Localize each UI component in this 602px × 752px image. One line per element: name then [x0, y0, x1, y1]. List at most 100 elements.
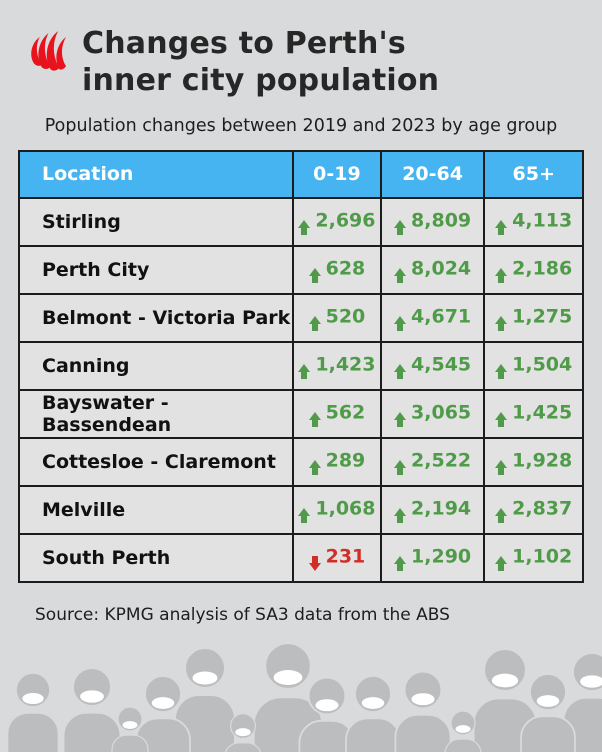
value-cell: 1,275	[483, 292, 584, 343]
location-cell: Cottesloe - Claremont	[17, 436, 295, 487]
down-arrow-icon	[308, 555, 321, 571]
value-text: 289	[325, 449, 366, 472]
value-text: 1,102	[512, 545, 573, 568]
value-cell: 2,696	[292, 196, 382, 247]
crowd-silhouette-icon	[6, 641, 602, 752]
location-cell: Canning	[17, 340, 295, 391]
value-text: 2,194	[411, 497, 472, 520]
up-arrow-icon	[394, 507, 407, 523]
location-cell: Melville	[17, 484, 295, 535]
value-cell: 2,837	[483, 484, 584, 535]
value-text: 4,113	[512, 209, 573, 232]
table-row: Stirling 2,696 8,809 4,113	[17, 196, 584, 247]
value-text: 2,696	[315, 209, 376, 232]
table-row: Cottesloe - Claremont 289 2,522 1,928	[17, 436, 584, 487]
column-header-65+: 65+	[483, 149, 584, 199]
value-cell: 3,065	[379, 388, 486, 439]
up-arrow-icon	[298, 219, 311, 235]
value-text: 1,504	[512, 353, 573, 376]
up-arrow-icon	[394, 555, 407, 571]
column-header-location: Location	[17, 149, 295, 199]
value-text: 1,423	[315, 353, 376, 376]
value-text: 2,522	[411, 449, 472, 472]
value-text: 1,068	[315, 497, 376, 520]
table-header-row: Location 0-19 20-64 65+	[17, 149, 584, 199]
value-cell: 8,809	[379, 196, 486, 247]
location-cell: Bayswater - Bassendean	[17, 388, 295, 439]
value-text: 4,671	[411, 305, 472, 328]
up-arrow-icon	[298, 507, 311, 523]
value-cell: 8,024	[379, 244, 486, 295]
table-row: Belmont - Victoria Park 520 4,671 1,275	[17, 292, 584, 343]
up-arrow-icon	[394, 459, 407, 475]
value-text: 231	[325, 545, 366, 568]
column-header-20-64: 20-64	[379, 149, 486, 199]
up-arrow-icon	[495, 267, 508, 283]
value-cell: 1,068	[292, 484, 382, 535]
up-arrow-icon	[394, 363, 407, 379]
masthead: Changes to Perth's inner city population	[0, 0, 602, 100]
value-text: 4,545	[411, 353, 472, 376]
value-cell: 4,545	[379, 340, 486, 391]
value-cell: 289	[292, 436, 382, 487]
up-arrow-icon	[495, 507, 508, 523]
location-cell: South Perth	[17, 532, 295, 583]
value-text: 8,024	[411, 257, 472, 280]
value-text: 2,837	[512, 497, 573, 520]
up-arrow-icon	[308, 411, 321, 427]
up-arrow-icon	[308, 267, 321, 283]
value-text: 1,425	[512, 401, 573, 424]
value-cell: 562	[292, 388, 382, 439]
value-cell: 1,504	[483, 340, 584, 391]
value-cell: 2,522	[379, 436, 486, 487]
value-cell: 2,194	[379, 484, 486, 535]
table-row: Perth City 628 8,024 2,186	[17, 244, 584, 295]
value-cell: 231	[292, 532, 382, 583]
location-cell: Perth City	[17, 244, 295, 295]
up-arrow-icon	[495, 219, 508, 235]
up-arrow-icon	[308, 315, 321, 331]
value-text: 1,290	[411, 545, 472, 568]
title-line-2: inner city population	[82, 62, 440, 98]
up-arrow-icon	[495, 411, 508, 427]
value-text: 520	[325, 305, 366, 328]
location-cell: Stirling	[17, 196, 295, 247]
value-text: 628	[325, 257, 366, 280]
title-line-1: Changes to Perth's	[82, 26, 406, 61]
population-table: Location 0-19 20-64 65+ Stirling 2,696 8,809 4…	[17, 149, 584, 583]
value-cell: 1,423	[292, 340, 382, 391]
up-arrow-icon	[495, 315, 508, 331]
table-body: Stirling 2,696 8,809 4,113 Perth City 628 8,02…	[17, 196, 584, 583]
value-cell: 1,928	[483, 436, 584, 487]
value-cell: 1,290	[379, 532, 486, 583]
source-text: Source: KPMG analysis of SA3 data from t…	[35, 604, 450, 625]
value-text: 8,809	[411, 209, 472, 232]
value-cell: 520	[292, 292, 382, 343]
value-text: 2,186	[512, 257, 573, 280]
up-arrow-icon	[495, 363, 508, 379]
table-row: Melville 1,068 2,194 2,837	[17, 484, 584, 535]
up-arrow-icon	[495, 555, 508, 571]
up-arrow-icon	[495, 459, 508, 475]
table-row: Canning 1,423 4,545 1,504	[17, 340, 584, 391]
up-arrow-icon	[308, 459, 321, 475]
up-arrow-icon	[394, 267, 407, 283]
sbs-logo	[31, 31, 67, 71]
value-cell: 4,113	[483, 196, 584, 247]
table-row: Bayswater - Bassendean 562 3,065 1,425	[17, 388, 584, 439]
value-text: 1,928	[512, 449, 573, 472]
up-arrow-icon	[394, 411, 407, 427]
value-text: 562	[325, 401, 366, 424]
table-row: South Perth 231 1,290 1,102	[17, 532, 584, 583]
page-title: Changes to Perth's inner city population	[82, 26, 439, 100]
subtitle: Population changes between 2019 and 2023…	[44, 115, 558, 136]
up-arrow-icon	[394, 219, 407, 235]
value-cell: 1,425	[483, 388, 584, 439]
column-header-0-19: 0-19	[292, 149, 382, 199]
value-cell: 4,671	[379, 292, 486, 343]
value-cell: 1,102	[483, 532, 584, 583]
value-cell: 628	[292, 244, 382, 295]
up-arrow-icon	[394, 315, 407, 331]
up-arrow-icon	[298, 363, 311, 379]
